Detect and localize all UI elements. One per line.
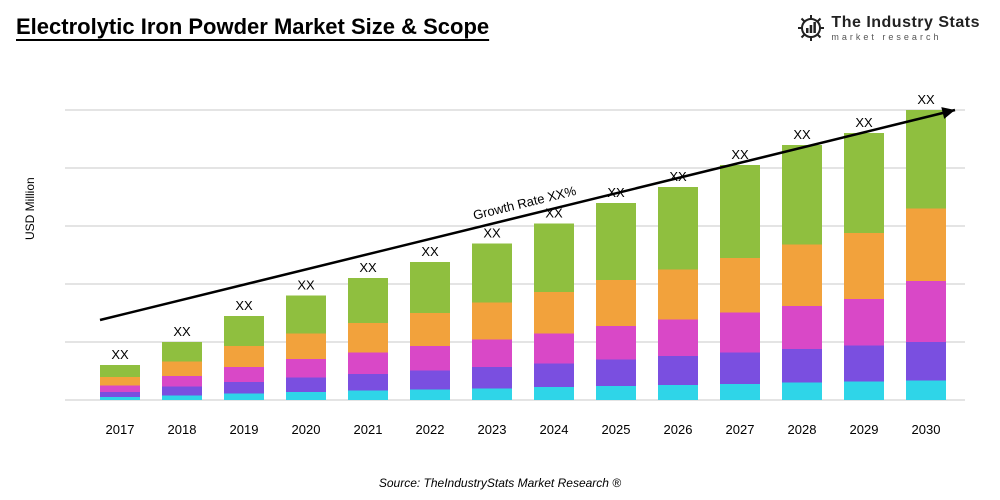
x-tick: 2026 [664,422,693,437]
x-tick: 2030 [912,422,941,437]
x-tick: 2027 [726,422,755,437]
logo-text: The Industry Stats market research [831,15,980,42]
svg-text:XX: XX [297,278,315,293]
source-caption: Source: TheIndustryStats Market Research… [0,476,1000,490]
page: Electrolytic Iron Powder Market Size & S… [0,0,1000,500]
x-tick: 2028 [788,422,817,437]
svg-text:XX: XX [111,347,129,362]
x-tick: 2025 [602,422,631,437]
x-tick: 2022 [416,422,445,437]
chart-svg: 01020304050XXXXXXXXXXXXXXXXXXXXXXXXXXXXG… [65,80,965,420]
x-tick: 2024 [540,422,569,437]
svg-text:XX: XX [421,244,439,259]
svg-text:XX: XX [235,298,253,313]
logo-line1: The Industry Stats [831,15,980,31]
logo-line2: market research [831,33,980,42]
x-axis-labels: 2017 2018 2019 2020 2021 2022 2023 2024 2025 2026… [65,422,965,442]
svg-text:XX: XX [855,115,873,130]
svg-text:XX: XX [173,324,191,339]
x-tick: 2019 [230,422,259,437]
chart-area: USD Million 01020304050XXXXXXXXXXXXXXXXX… [65,80,965,450]
y-axis-label: USD Million [23,177,37,240]
gear-icon [797,14,825,42]
x-tick: 2023 [478,422,507,437]
svg-text:XX: XX [731,147,749,162]
svg-text:XX: XX [483,225,501,240]
x-tick: 2021 [354,422,383,437]
svg-text:XX: XX [917,92,935,107]
x-tick: 2018 [168,422,197,437]
x-tick: 2020 [292,422,321,437]
svg-text:XX: XX [359,260,377,275]
x-tick: 2017 [106,422,135,437]
svg-text:XX: XX [793,127,811,142]
logo: The Industry Stats market research [797,14,980,42]
x-tick: 2029 [850,422,879,437]
page-title: Electrolytic Iron Powder Market Size & S… [16,14,489,40]
